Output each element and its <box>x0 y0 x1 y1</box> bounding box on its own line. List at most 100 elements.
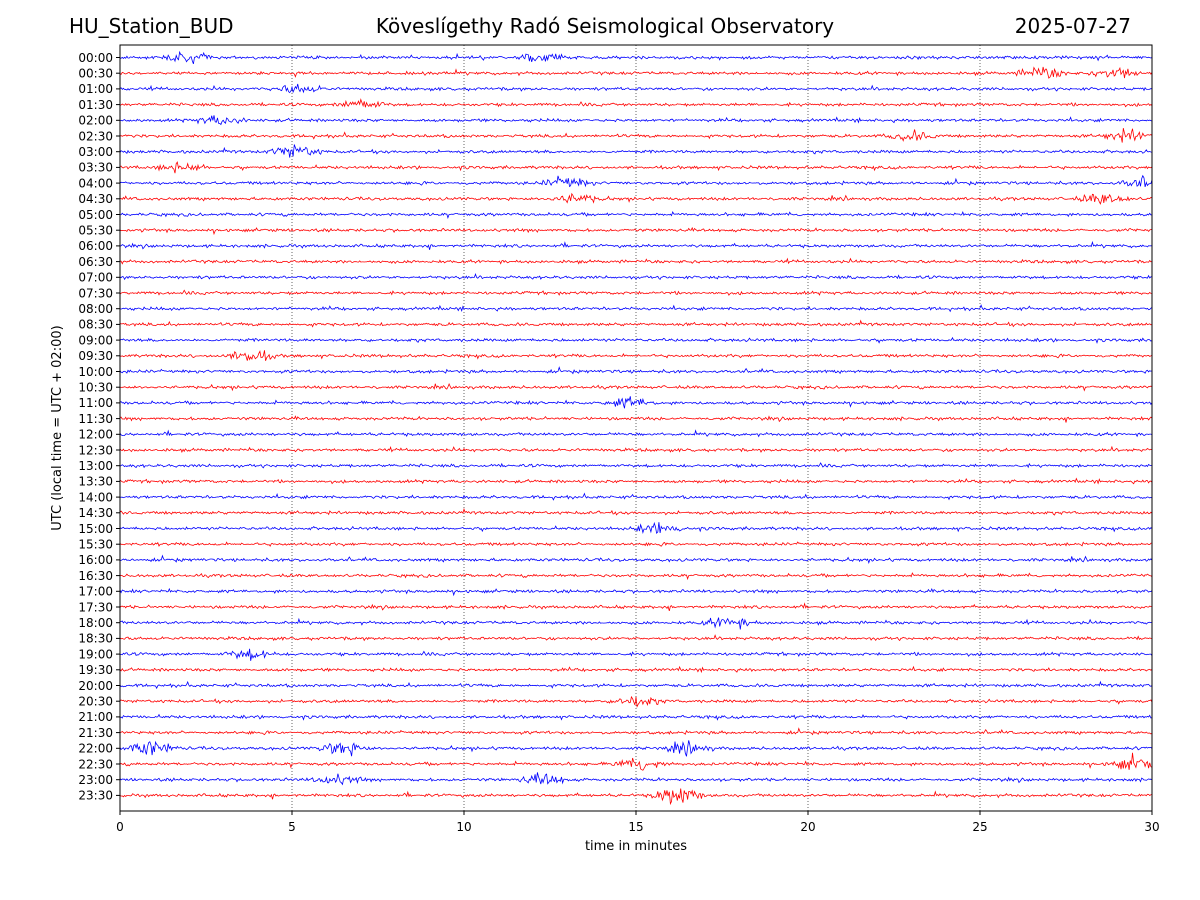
y-tick-label: 20:00 <box>78 679 113 693</box>
y-tick-label: 21:30 <box>78 726 113 740</box>
trace-0330 <box>119 161 1153 174</box>
trace-1900 <box>119 648 1153 661</box>
trace-0500 <box>119 210 1153 219</box>
y-tick-label: 16:00 <box>78 553 113 567</box>
y-tick-label: 09:30 <box>78 349 113 363</box>
seismic-traces <box>119 50 1153 806</box>
x-tick-label: 10 <box>456 820 471 834</box>
y-tick-label: 04:00 <box>78 176 113 190</box>
y-tick-label: 07:30 <box>78 286 113 300</box>
y-tick-label: 11:30 <box>78 412 113 426</box>
trace-1700 <box>119 587 1153 597</box>
trace-1830 <box>119 634 1153 642</box>
x-axis-ticks: 0 5 10 15 20 25 30 <box>116 811 1160 834</box>
x-tick-label: 0 <box>116 820 124 834</box>
y-tick-label: 02:00 <box>78 114 113 128</box>
y-tick-label: 15:00 <box>78 522 113 536</box>
y-tick-label: 02:30 <box>78 129 113 143</box>
trace-0900 <box>119 336 1153 344</box>
trace-2300 <box>119 772 1153 786</box>
trace-1400 <box>119 492 1153 501</box>
y-tick-label: 21:00 <box>78 710 113 724</box>
y-tick-label: 22:30 <box>78 757 113 771</box>
trace-1130 <box>119 415 1153 423</box>
trace-1200 <box>119 429 1153 438</box>
y-tick-label: 20:30 <box>78 695 113 709</box>
y-tick-label: 01:00 <box>78 82 113 96</box>
trace-0800 <box>119 304 1153 313</box>
trace-2230 <box>119 752 1153 771</box>
y-tick-label: 19:00 <box>78 647 113 661</box>
trace-0530 <box>119 226 1153 236</box>
x-tick-label: 15 <box>628 820 643 834</box>
trace-0730 <box>119 289 1153 296</box>
y-tick-label: 10:00 <box>78 365 113 379</box>
trace-2130 <box>119 727 1153 736</box>
y-tick-label: 17:30 <box>78 600 113 614</box>
y-tick-label: 18:00 <box>78 616 113 630</box>
y-tick-label: 08:30 <box>78 318 113 332</box>
y-tick-label: 15:30 <box>78 538 113 552</box>
y-axis-label: UTC (local time = UTC + 02:00) <box>50 325 65 530</box>
trace-1800 <box>119 617 1153 630</box>
trace-0930 <box>119 350 1153 361</box>
y-tick-label: 13:30 <box>78 475 113 489</box>
trace-1600 <box>119 554 1153 564</box>
trace-1530 <box>119 541 1153 547</box>
trace-0230 <box>119 128 1153 143</box>
trace-0130 <box>119 98 1153 108</box>
trace-2000 <box>119 680 1153 690</box>
grid-lines <box>291 45 981 811</box>
y-tick-label: 23:00 <box>78 773 113 787</box>
trace-1100 <box>119 396 1153 409</box>
x-tick-label: 25 <box>972 820 987 834</box>
y-tick-label: 09:00 <box>78 333 113 347</box>
y-tick-label: 10:30 <box>78 381 113 395</box>
y-tick-label: 14:30 <box>78 506 113 520</box>
y-tick-label: 12:30 <box>78 443 113 457</box>
trace-0430 <box>119 192 1153 205</box>
y-tick-label: 01:30 <box>78 98 113 112</box>
x-tick-label: 30 <box>1144 820 1159 834</box>
trace-0200 <box>119 115 1153 126</box>
y-tick-label: 13:00 <box>78 459 113 473</box>
y-tick-label: 05:30 <box>78 224 113 238</box>
trace-1000 <box>119 366 1153 375</box>
y-tick-label: 07:00 <box>78 271 113 285</box>
trace-0700 <box>119 273 1152 281</box>
y-tick-label: 03:00 <box>78 145 113 159</box>
trace-0100 <box>119 83 1153 94</box>
trace-1030 <box>119 382 1153 392</box>
x-tick-label: 5 <box>288 820 296 834</box>
y-tick-label: 14:00 <box>78 490 113 504</box>
trace-0830 <box>119 319 1153 328</box>
trace-1230 <box>119 445 1153 454</box>
y-tick-label: 19:30 <box>78 663 113 677</box>
trace-2030 <box>119 695 1153 708</box>
trace-0630 <box>120 257 1153 265</box>
trace-0600 <box>119 240 1153 250</box>
y-tick-label: 22:00 <box>78 742 113 756</box>
station-name: HU_Station_BUD <box>69 14 234 38</box>
y-tick-label: 00:30 <box>78 67 113 81</box>
x-axis-label: time in minutes <box>585 839 687 854</box>
x-tick-label: 20 <box>800 820 815 834</box>
y-tick-label: 11:00 <box>78 396 113 410</box>
y-tick-label: 00:00 <box>78 51 113 65</box>
chart-date: 2025-07-27 <box>1014 14 1131 38</box>
y-tick-label: 16:30 <box>78 569 113 583</box>
y-tick-label: 23:30 <box>78 789 113 803</box>
y-tick-label: 05:00 <box>78 208 113 222</box>
trace-2200 <box>119 740 1153 757</box>
chart-title: Köveslígethy Radó Seismological Observat… <box>375 14 835 38</box>
y-tick-label: 06:30 <box>78 255 113 269</box>
trace-2330 <box>119 788 1153 806</box>
trace-1930 <box>119 665 1153 674</box>
trace-1300 <box>119 462 1153 469</box>
trace-1730 <box>119 602 1153 612</box>
trace-0000 <box>120 50 1153 65</box>
trace-1500 <box>119 521 1153 535</box>
trace-1330 <box>119 477 1153 485</box>
trace-0030 <box>119 66 1153 79</box>
